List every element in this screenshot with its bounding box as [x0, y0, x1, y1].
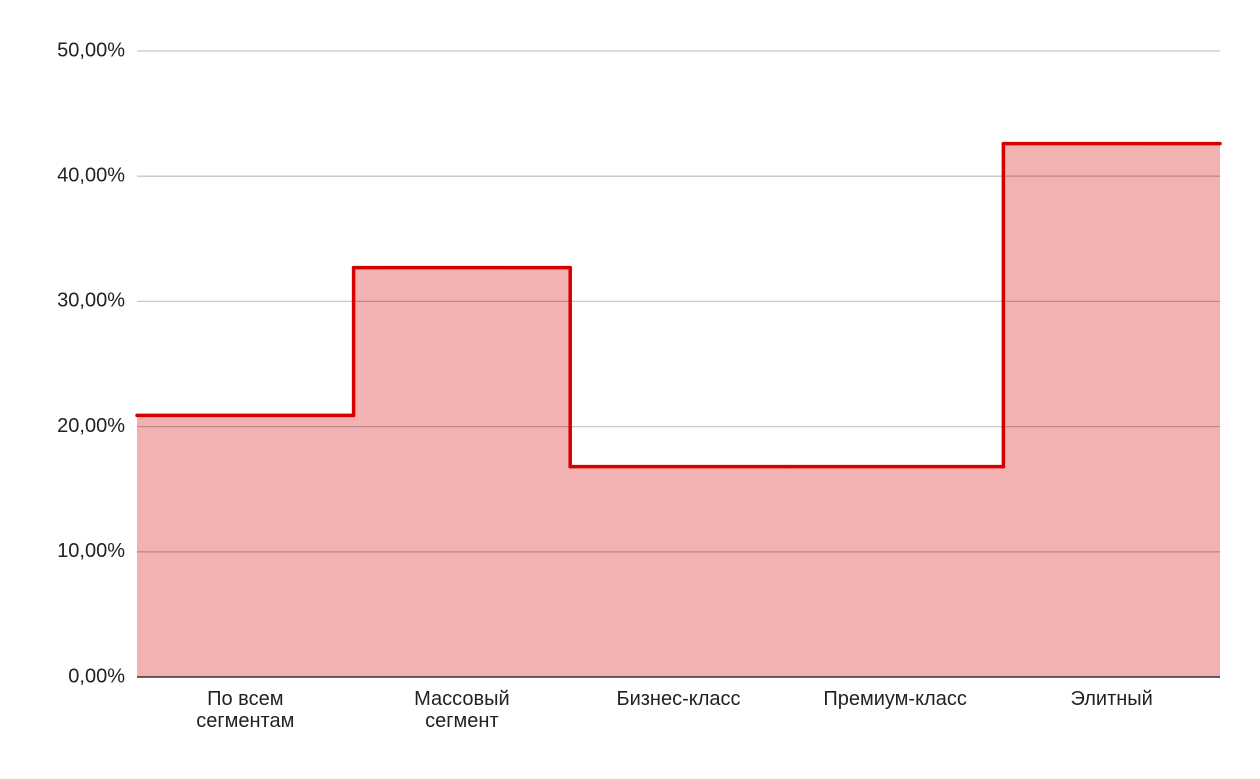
x-tick-label: По всем сегментам — [196, 688, 295, 732]
area-segment — [786, 466, 1004, 677]
y-tick-label: 0,00% — [68, 665, 125, 687]
x-tick-label: Премиум-класс — [823, 688, 967, 710]
x-tick-label: Массовый сегмент — [414, 688, 510, 732]
y-tick-label: 20,00% — [57, 415, 125, 437]
y-tick-label: 50,00% — [57, 39, 125, 61]
y-tick-label: 10,00% — [57, 540, 125, 562]
area-segment — [570, 466, 787, 677]
area-segment — [137, 415, 354, 677]
area-segment — [1003, 143, 1220, 677]
y-tick-label: 40,00% — [57, 164, 125, 186]
x-tick-label: Бизнес-класс — [616, 688, 741, 710]
y-tick-label: 30,00% — [57, 290, 125, 312]
x-tick-label: Элитный — [1070, 688, 1153, 710]
area-segment — [353, 267, 571, 677]
